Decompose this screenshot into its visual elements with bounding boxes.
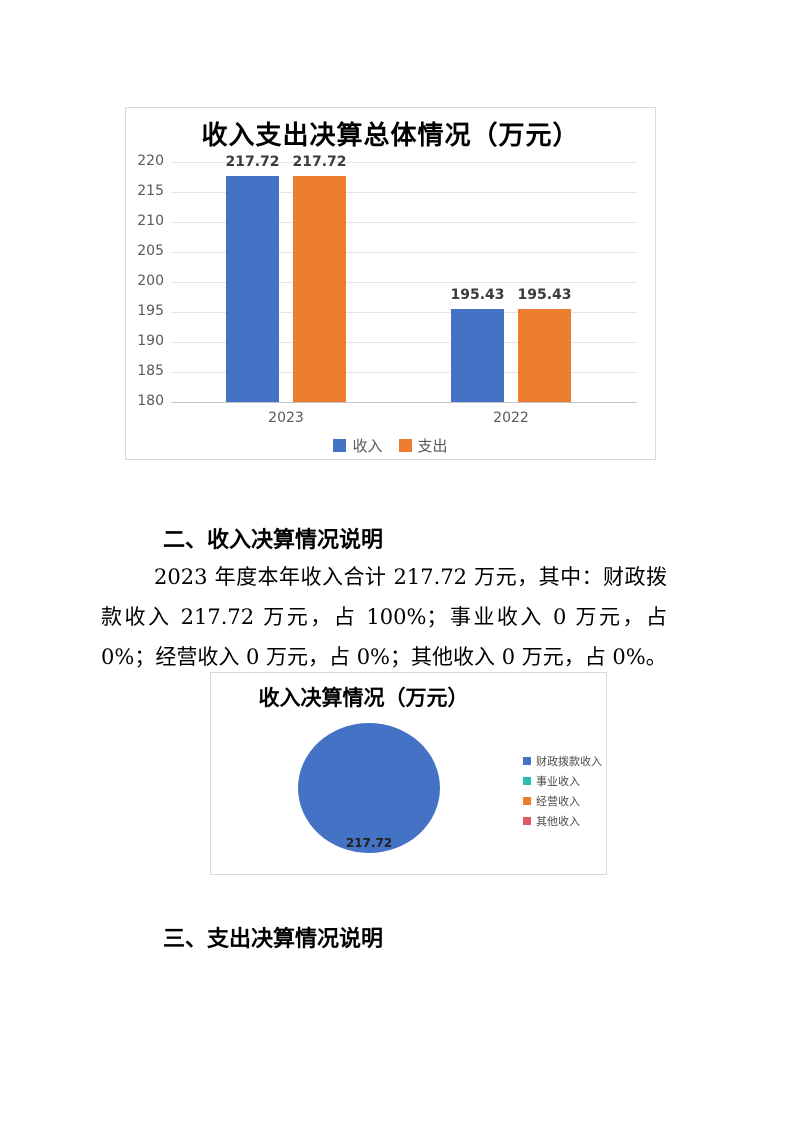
legend-item: 支出 bbox=[398, 435, 448, 456]
y-tick-label: 200 bbox=[137, 273, 164, 289]
legend-label: 收入 bbox=[352, 437, 383, 455]
legend-swatch bbox=[333, 439, 347, 452]
legend-item: 收入 bbox=[333, 435, 383, 456]
bar-chart-title: 收入支出决算总体情况（万元） bbox=[201, 121, 580, 151]
y-tick-label: 205 bbox=[137, 243, 164, 259]
pie-legend-item: 其他收入 bbox=[523, 813, 602, 829]
bar-value-label: 217.72 bbox=[292, 153, 347, 170]
y-gridline bbox=[171, 282, 637, 283]
pie-legend-swatch bbox=[523, 817, 531, 825]
pie-legend-swatch bbox=[523, 777, 531, 785]
bar-value-label: 217.72 bbox=[225, 153, 280, 170]
bar-value-label: 195.43 bbox=[517, 287, 572, 304]
y-gridline bbox=[171, 252, 637, 253]
x-tick-label: 2023 bbox=[268, 410, 304, 426]
y-gridline bbox=[171, 162, 637, 163]
y-gridline bbox=[171, 402, 637, 403]
bar-value-label: 195.43 bbox=[450, 287, 505, 304]
y-gridline bbox=[171, 342, 637, 343]
y-gridline bbox=[171, 222, 637, 223]
bar-支出-2022 bbox=[518, 309, 571, 402]
y-tick-label: 190 bbox=[137, 333, 164, 349]
pie-legend-swatch bbox=[523, 757, 531, 765]
y-gridline bbox=[171, 312, 637, 313]
income-paragraph: 2023 年度本年收入合计 217.72 万元，其中：财政拨款收入 217.72… bbox=[101, 565, 667, 669]
pie-legend-item: 财政拨款收入 bbox=[523, 753, 602, 769]
x-tick-label: 2022 bbox=[493, 410, 529, 426]
pie-value-label: 217.72 bbox=[345, 836, 393, 850]
y-tick-label: 180 bbox=[137, 393, 164, 409]
y-gridline bbox=[171, 192, 637, 193]
y-tick-label: 210 bbox=[137, 213, 164, 229]
bar-chart-legend: 收入 支出 bbox=[126, 435, 655, 456]
pie-chart-legend: 财政拨款收入 事业收入经营收入其他收入 bbox=[523, 753, 602, 829]
pie-chart-panel: 收入决算情况（万元） 217.72 财政拨款收入 事业收入经营收入其他收入 bbox=[210, 672, 607, 875]
section-heading-income: 二、收入决算情况说明 bbox=[163, 527, 384, 553]
legend-swatch bbox=[398, 439, 412, 452]
bar-收入-2022 bbox=[451, 309, 504, 402]
pie-legend-label: 事业收入 bbox=[536, 775, 580, 788]
bar-支出-2023 bbox=[293, 175, 346, 402]
pie-legend-item: 经营收入 bbox=[523, 793, 602, 809]
y-tick-label: 185 bbox=[137, 363, 164, 379]
bar-chart-panel: 收入支出决算总体情况（万元） 180 185 190 195 200 205 210 215 2… bbox=[125, 107, 656, 460]
pie-chart-title: 收入决算情况（万元） bbox=[258, 685, 469, 710]
y-tick-label: 215 bbox=[137, 183, 164, 199]
y-tick-label: 220 bbox=[137, 153, 164, 169]
pie-slice-fiscal-appropriation bbox=[298, 723, 440, 853]
pie-legend-label: 经营收入 bbox=[536, 795, 580, 808]
pie-legend-item: 事业收入 bbox=[523, 773, 602, 789]
pie-legend-swatch bbox=[523, 797, 531, 805]
bar-收入-2023 bbox=[226, 175, 279, 402]
pie-legend-label: 财政拨款收入 bbox=[536, 755, 602, 768]
y-gridline bbox=[171, 372, 637, 373]
legend-label: 支出 bbox=[417, 437, 448, 455]
y-tick-label: 195 bbox=[137, 303, 164, 319]
pie-legend-label: 其他收入 bbox=[536, 815, 580, 828]
section-heading-expenditure: 三、支出决算情况说明 bbox=[163, 926, 384, 952]
